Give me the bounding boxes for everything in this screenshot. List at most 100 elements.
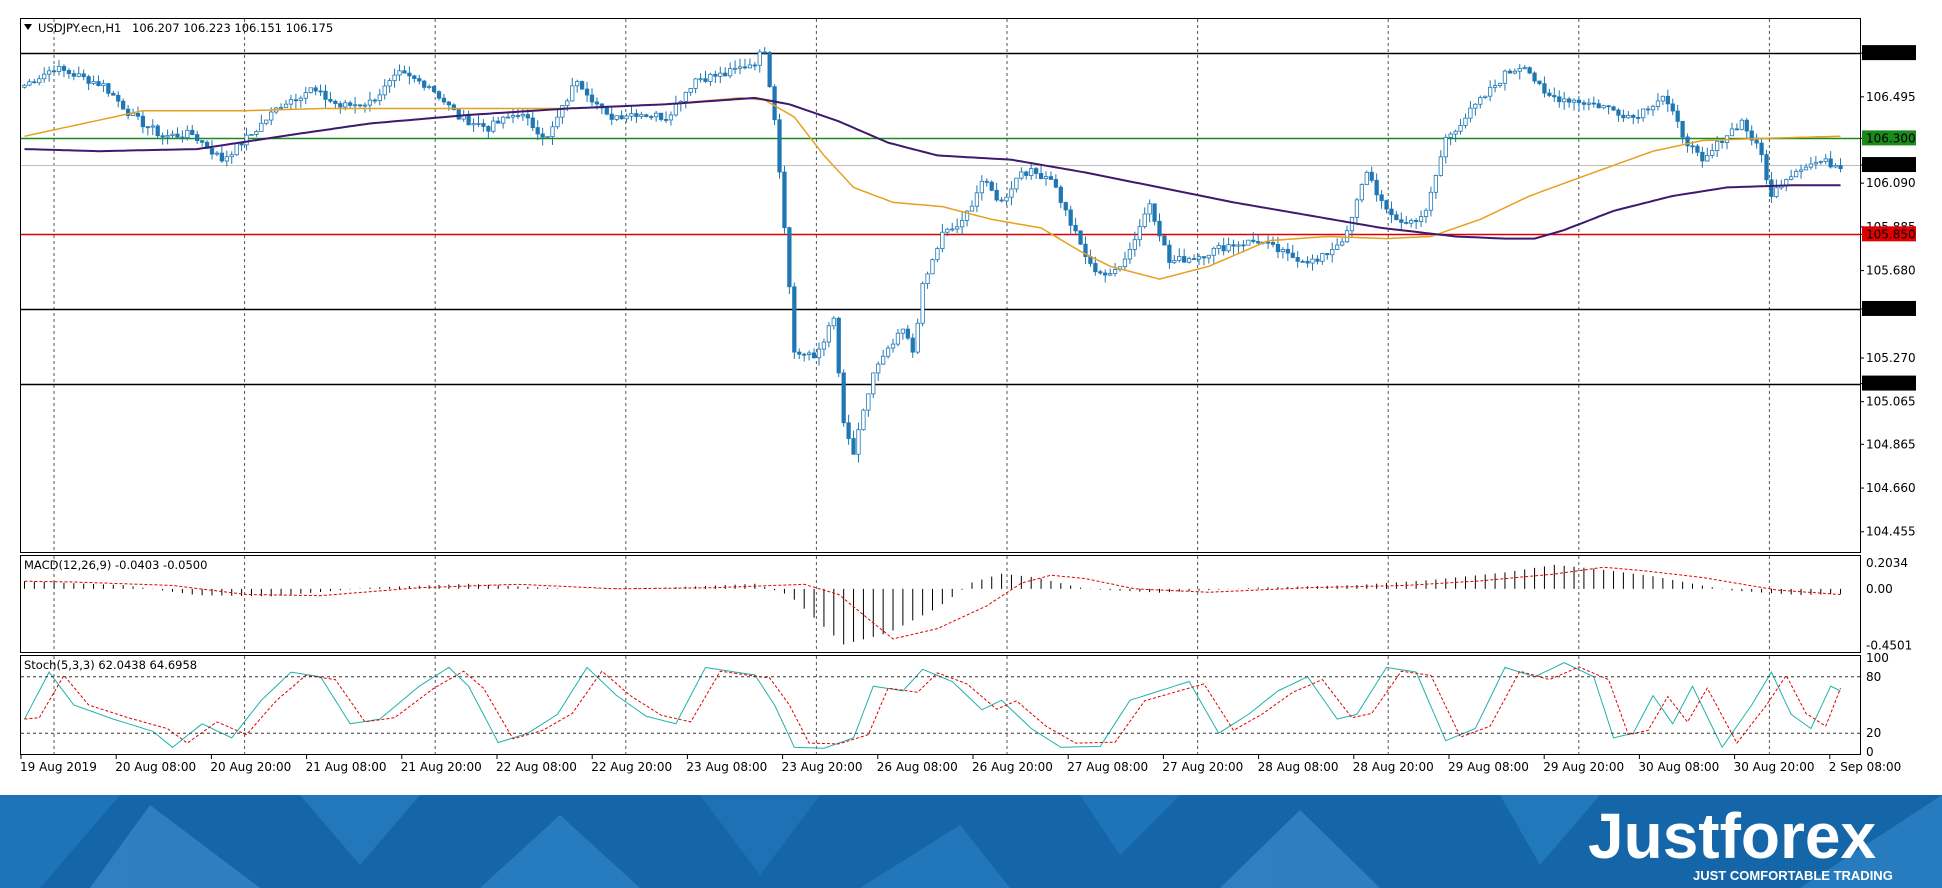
candle-body-298 bbox=[1492, 85, 1498, 88]
candle-body-290 bbox=[1453, 130, 1458, 135]
candle-body-280 bbox=[1404, 222, 1409, 224]
candle-body-53 bbox=[283, 103, 289, 108]
candle-body-181 bbox=[915, 322, 920, 353]
menu-triangle-icon[interactable] bbox=[24, 24, 32, 30]
candle-body-339 bbox=[1695, 145, 1700, 153]
candle-body-141 bbox=[718, 72, 723, 77]
candle-body-78 bbox=[407, 72, 412, 77]
candle-body-173 bbox=[876, 363, 881, 374]
candle-body-232 bbox=[1167, 244, 1172, 263]
candle-body-1 bbox=[27, 81, 32, 86]
candle-body-260 bbox=[1305, 260, 1310, 264]
time-tick-label-7: 23 Aug 08:00 bbox=[686, 760, 767, 774]
candle-body-365 bbox=[1823, 158, 1828, 163]
candle-body-46 bbox=[249, 133, 254, 136]
candle-body-137 bbox=[698, 78, 703, 81]
candle-body-223 bbox=[1122, 258, 1128, 268]
candle-body-14 bbox=[91, 81, 96, 84]
candle-body-234 bbox=[1177, 256, 1182, 261]
candle-body-92 bbox=[476, 123, 481, 125]
price-tick-label-12: 104.865 bbox=[1866, 437, 1916, 451]
candle-body-297 bbox=[1488, 86, 1493, 97]
candle-body-33 bbox=[185, 129, 190, 139]
stoch-pane[interactable] bbox=[20, 655, 1861, 755]
candle-body-43 bbox=[234, 142, 239, 156]
candle-body-243 bbox=[1221, 245, 1226, 252]
candle-body-129 bbox=[658, 112, 664, 120]
candle-body-344 bbox=[1719, 140, 1725, 143]
candle-body-334 bbox=[1670, 103, 1675, 112]
time-tick-label-8: 23 Aug 20:00 bbox=[782, 760, 863, 774]
candle-body-6 bbox=[51, 70, 57, 73]
candle-body-257 bbox=[1290, 252, 1295, 258]
candle-body-197 bbox=[994, 189, 999, 201]
candle-body-188 bbox=[950, 228, 955, 231]
candle-body-140 bbox=[713, 73, 718, 77]
candle-body-275 bbox=[1379, 194, 1384, 201]
candle-body-368 bbox=[1838, 165, 1843, 170]
candle-body-281 bbox=[1409, 220, 1414, 224]
stoch-tick-label-0: 100 bbox=[1866, 651, 1889, 665]
candle-body-174 bbox=[881, 355, 886, 365]
candle-body-29 bbox=[165, 135, 170, 138]
candle-body-220 bbox=[1108, 273, 1113, 276]
candle-body-148 bbox=[752, 64, 757, 67]
candle-body-206 bbox=[1038, 173, 1044, 180]
brand-logo: Justforex bbox=[1588, 800, 1877, 872]
time-tick-label-14: 28 Aug 20:00 bbox=[1353, 760, 1434, 774]
candle-body-34 bbox=[190, 129, 195, 135]
candle-body-211 bbox=[1063, 202, 1068, 211]
candle-body-198 bbox=[999, 199, 1004, 202]
candle-body-60 bbox=[318, 90, 323, 93]
candle-body-320 bbox=[1601, 105, 1606, 109]
candle-body-5 bbox=[47, 70, 52, 75]
candle-body-7 bbox=[56, 66, 62, 73]
candle-body-267 bbox=[1339, 241, 1345, 246]
candle-body-310 bbox=[1552, 95, 1557, 98]
candle-body-103 bbox=[530, 117, 535, 129]
candle-body-65 bbox=[343, 102, 348, 108]
candle-body-134 bbox=[683, 91, 688, 102]
candle-body-19 bbox=[116, 94, 121, 102]
candle-body-87 bbox=[451, 104, 456, 111]
candle-body-189 bbox=[955, 226, 960, 230]
price-axis[interactable]: 106.700 106.495 106.300 106.175 106.090 105.8… bbox=[1860, 45, 1916, 539]
candle-body-135 bbox=[688, 88, 693, 93]
candle-body-190 bbox=[959, 220, 965, 228]
grid bbox=[53, 19, 1770, 754]
candle-body-39 bbox=[214, 152, 220, 155]
candle-body-102 bbox=[525, 114, 530, 119]
macd-pane[interactable] bbox=[20, 555, 1861, 653]
stoch-signal-line bbox=[24, 666, 1841, 745]
candle-body-332 bbox=[1660, 95, 1666, 102]
candle-body-167 bbox=[846, 422, 851, 439]
candle-body-131 bbox=[668, 114, 674, 121]
candle-body-168 bbox=[851, 438, 856, 455]
candle-body-158 bbox=[802, 353, 807, 356]
candle-body-155 bbox=[787, 227, 792, 288]
candle-body-286 bbox=[1433, 175, 1438, 193]
time-tick-label-4: 21 Aug 20:00 bbox=[401, 760, 482, 774]
candle-body-175 bbox=[885, 347, 891, 357]
main-pane[interactable] bbox=[20, 18, 1861, 553]
candle-body-317 bbox=[1586, 102, 1591, 105]
candle-body-142 bbox=[723, 72, 728, 77]
macd-tick-label-2: -0.4501 bbox=[1866, 639, 1912, 653]
candle-body-54 bbox=[288, 99, 294, 105]
candle-body-152 bbox=[772, 86, 777, 121]
candle-body-108 bbox=[555, 116, 560, 128]
candle-body-288 bbox=[1443, 137, 1448, 158]
candle-body-68 bbox=[357, 104, 363, 107]
candle-body-35 bbox=[195, 134, 200, 142]
candle-body-159 bbox=[806, 352, 812, 355]
candle-body-323 bbox=[1616, 109, 1621, 116]
candle-body-329 bbox=[1645, 108, 1651, 111]
candle-body-353 bbox=[1764, 154, 1769, 181]
time-axis[interactable]: 19 Aug 2019 20 Aug 08:00 20 Aug 20:00 21 Au… bbox=[20, 755, 1901, 774]
candle-body-301 bbox=[1507, 70, 1513, 74]
candle-body-157 bbox=[797, 351, 802, 355]
candle-body-183 bbox=[925, 273, 930, 285]
candle-body-316 bbox=[1581, 102, 1587, 105]
candle-body-192 bbox=[969, 205, 975, 212]
candle-body-308 bbox=[1542, 83, 1547, 94]
